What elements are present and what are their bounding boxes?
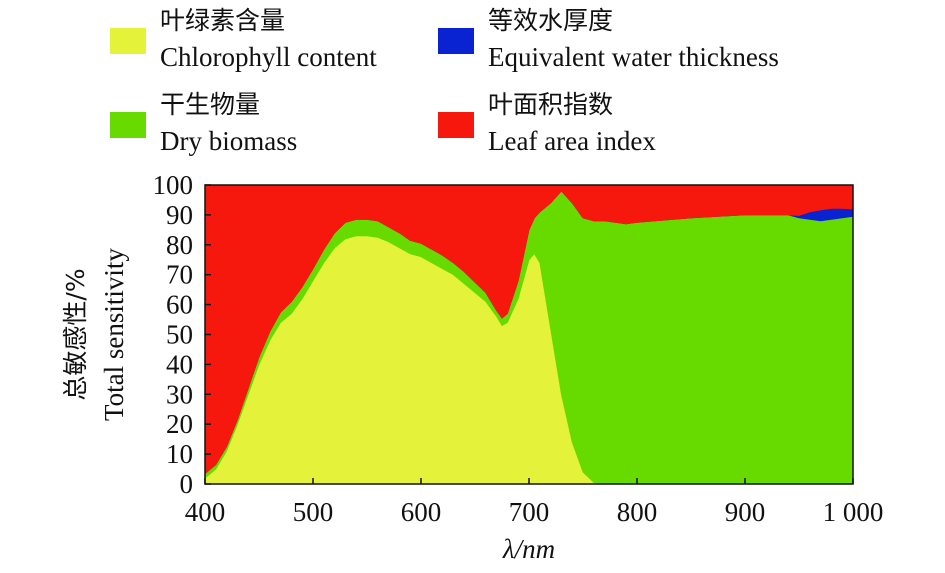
y-axis-label-en: Total sensitivity	[99, 248, 129, 421]
legend-label-dry-biomass-en: Dry biomass	[160, 126, 298, 156]
legend-swatch-water-thickness	[438, 28, 474, 54]
stacked-areas	[204, 184, 854, 485]
y-tick-label: 20	[166, 409, 193, 439]
legend-swatch-dry-biomass	[110, 112, 146, 138]
y-tick-label: 60	[166, 290, 193, 320]
legend-label-leaf-area-index-cn: 叶面积指数	[488, 90, 614, 119]
y-tick-label: 70	[166, 260, 193, 290]
x-axis-ticks: 400 500 600 700 800 900 1 000	[185, 478, 884, 527]
legend-label-chlorophyll-en: Chlorophyll content	[160, 42, 377, 72]
legend-label-water-thickness-cn: 等效水厚度	[488, 6, 614, 35]
legend-label-chlorophyll-cn: 叶绿素含量	[160, 6, 286, 35]
y-tick-label: 0	[180, 469, 194, 499]
x-tick-label: 800	[617, 497, 658, 527]
y-tick-label: 80	[166, 230, 193, 260]
x-tick-label: 700	[509, 497, 550, 527]
y-axis-label-cn: 总敏感性/%	[61, 268, 90, 400]
x-axis-label: λ/nm	[502, 534, 555, 564]
legend-swatch-chlorophyll	[110, 28, 146, 54]
y-tick-label: 40	[166, 349, 193, 379]
legend-swatch-leaf-area-index	[438, 112, 474, 138]
x-tick-label: 1 000	[823, 497, 884, 527]
legend-label-water-thickness-en: Equivalent water thickness	[488, 42, 779, 72]
x-tick-label: 400	[185, 497, 226, 527]
x-tick-label: 900	[725, 497, 766, 527]
y-tick-label: 10	[166, 439, 193, 469]
legend-label-dry-biomass-cn: 干生物量	[160, 90, 261, 119]
y-tick-label: 30	[166, 379, 193, 409]
legend-label-leaf-area-index-en: Leaf area index	[488, 126, 656, 156]
y-tick-label: 90	[166, 200, 193, 230]
x-tick-label: 500	[293, 497, 334, 527]
y-tick-label: 100	[153, 170, 194, 200]
y-tick-label: 50	[166, 320, 193, 350]
x-tick-label: 600	[401, 497, 442, 527]
